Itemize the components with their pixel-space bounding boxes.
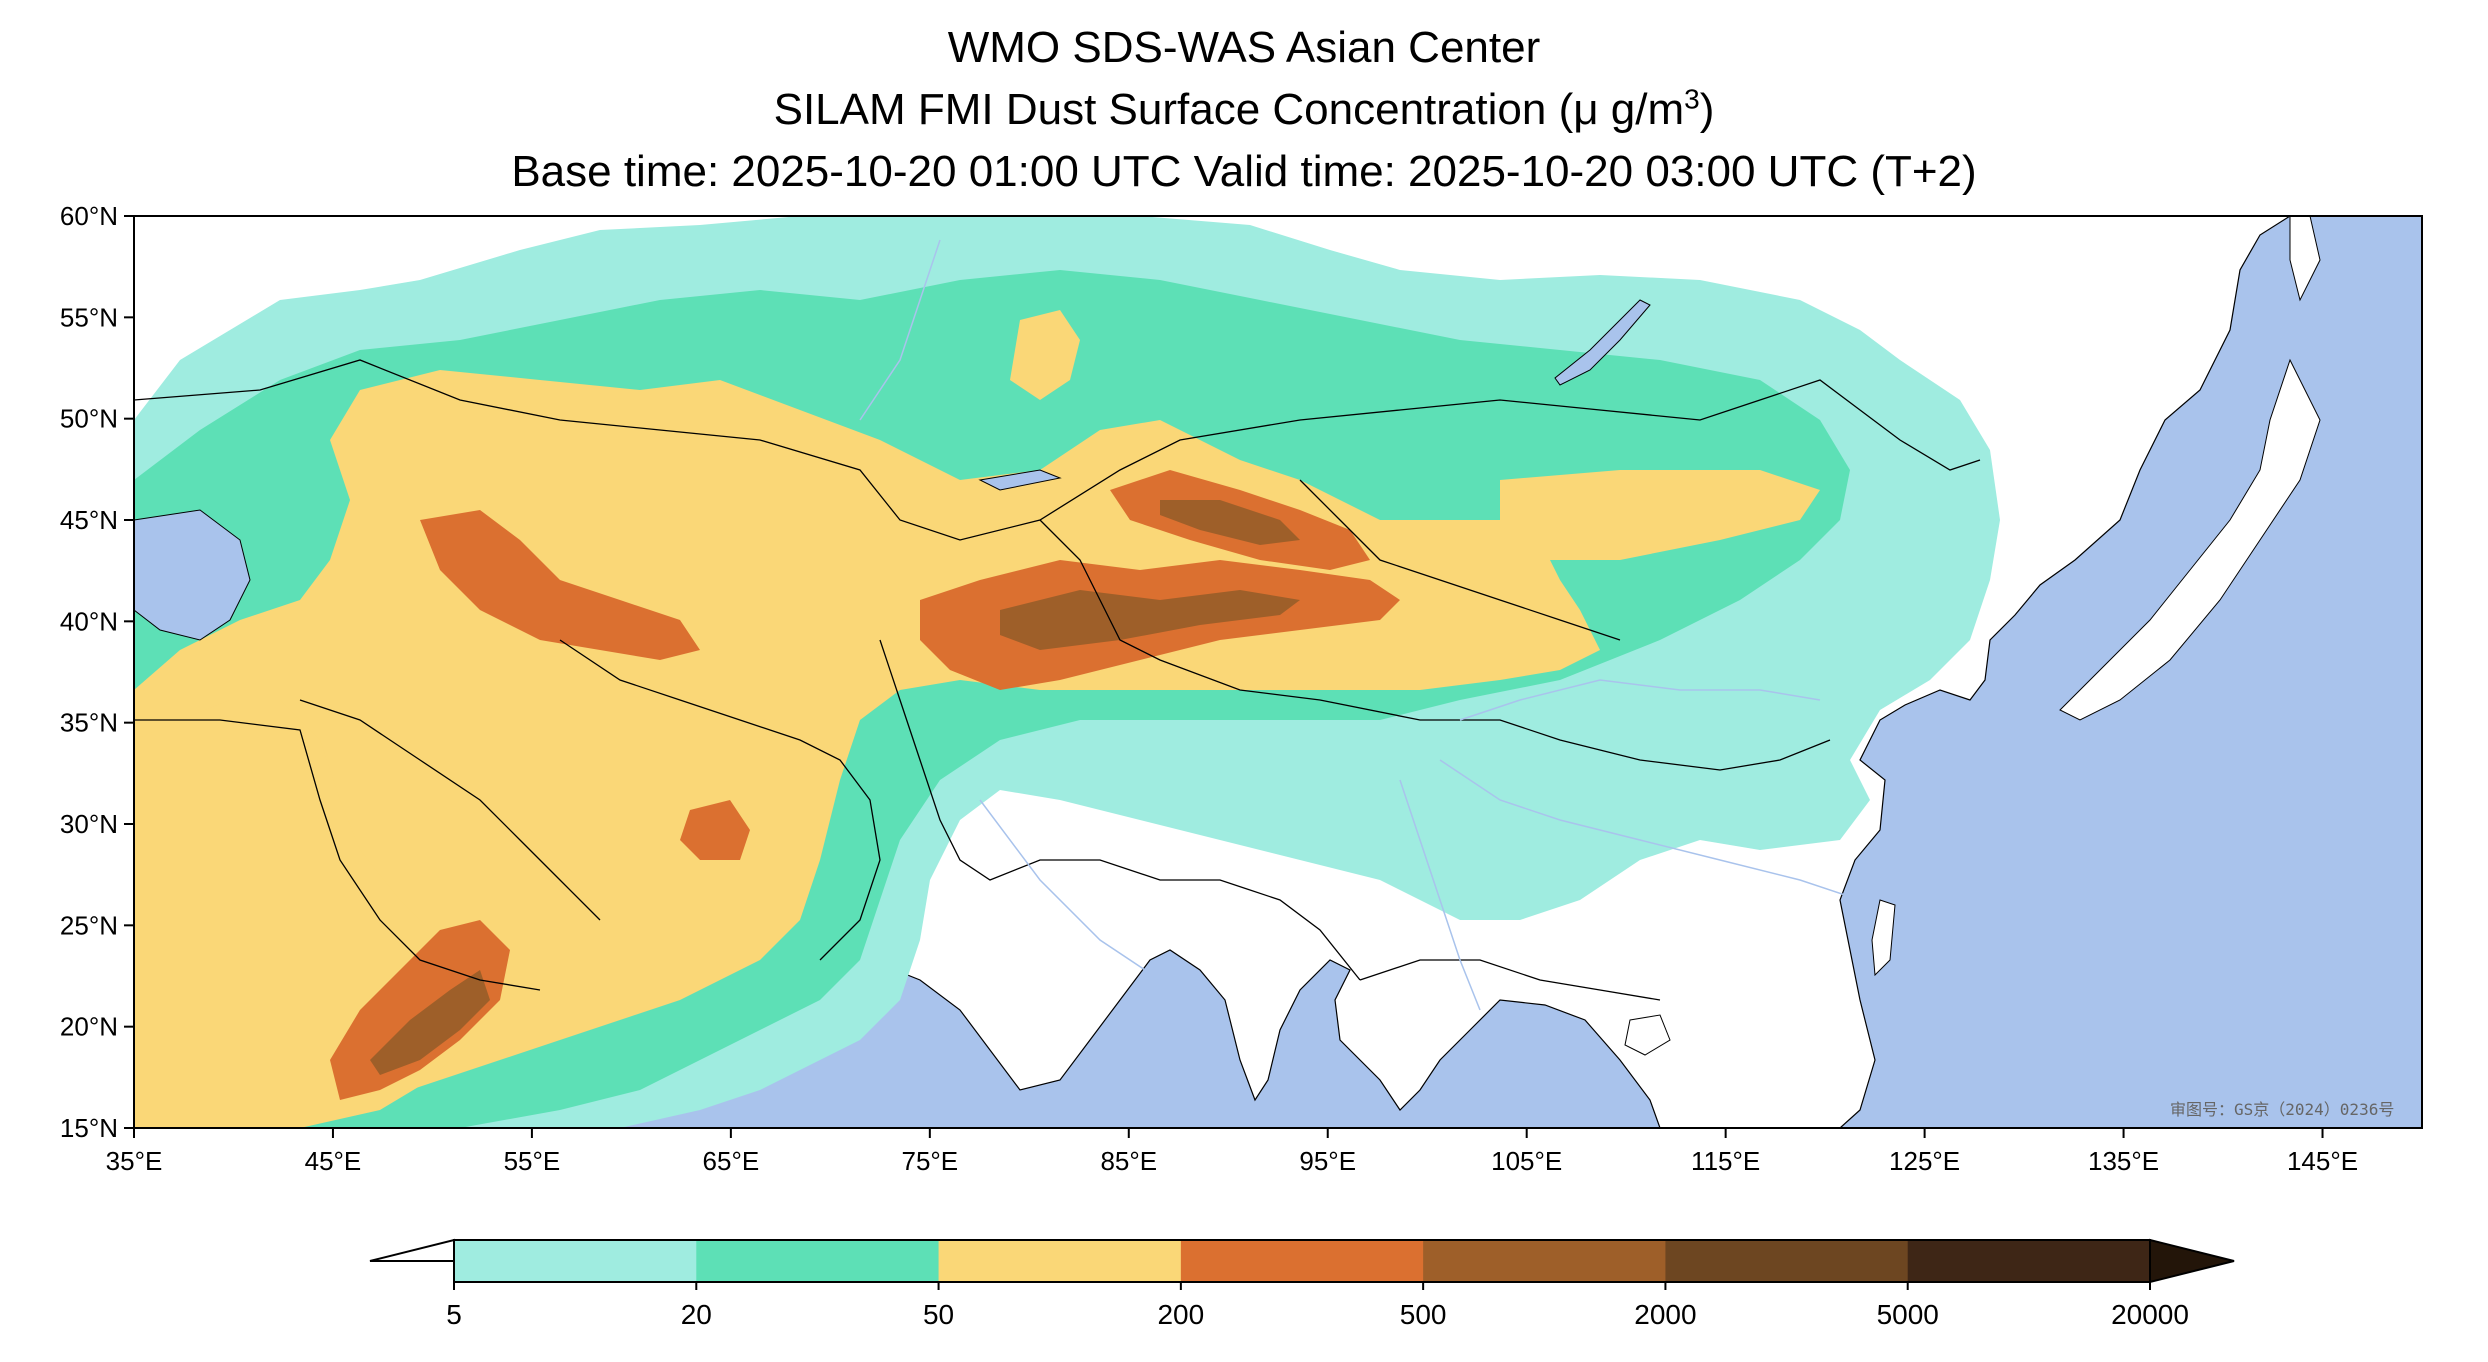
lon-tick-label: 85°E: [1100, 1146, 1157, 1176]
lon-tick-label: 145°E: [2287, 1146, 2358, 1176]
dust-band-200-500-iran: [680, 800, 750, 860]
island-japan: [2059, 358, 2321, 721]
colorbar-segments: [454, 1240, 2151, 1282]
lon-tick-label: 45°E: [305, 1146, 362, 1176]
map-time-line: Base time: 2025-10-20 01:00 UTC Valid ti…: [511, 147, 1977, 196]
lat-tick-label: 40°N: [60, 606, 118, 636]
dust-band-500-2000-taklamakan: [1000, 590, 1300, 650]
lake-balkhash: [978, 469, 1062, 491]
lat-tick-label: 25°N: [60, 910, 118, 940]
colorbar-level-label: 5: [446, 1299, 462, 1330]
country-borders: [134, 359, 1981, 1001]
map-subtitle: SILAM FMI Dust Surface Concentration (μ …: [0, 84, 2488, 136]
colorbar-level-label: 20: [681, 1299, 712, 1330]
dust-band-500-2000-gobi: [1160, 500, 1300, 545]
colorbar-segment: [1907, 1240, 2151, 1282]
colorbar-level-label: 2000: [1634, 1299, 1696, 1330]
longitude-axis: 35°E 45°E 55°E 65°E 75°E 85°E 95°E 105°E 115°E 12…: [106, 1128, 2358, 1176]
lat-tick-label: 15°N: [60, 1113, 118, 1143]
lat-tick-label: 55°N: [60, 302, 118, 332]
lon-tick-label: 105°E: [1491, 1146, 1562, 1176]
subtitle-prefix: SILAM FMI Dust Surface Concentration (: [773, 85, 1574, 134]
colorbar-segment: [1180, 1240, 1424, 1282]
map-frame: [133, 215, 2423, 1129]
lat-tick-label: 30°N: [60, 809, 118, 839]
colorbar-segment: [454, 1240, 697, 1282]
dust-band-200-500-karakum: [420, 510, 700, 660]
subtitle-unit-exponent: 3: [1684, 83, 1700, 115]
lon-tick-label: 55°E: [504, 1146, 561, 1176]
lon-tick-label: 65°E: [703, 1146, 760, 1176]
dust-band-50-200-north: [1010, 310, 1080, 400]
colorbar-segment: [1665, 1240, 1909, 1282]
dust-band-500-2000-arabia: [370, 970, 490, 1075]
lat-tick-label: 50°N: [60, 404, 118, 434]
lon-tick-label: 75°E: [901, 1146, 958, 1176]
latitude-axis: 60°N 55°N 50°N 45°N 40°N 35°N 30°N 25°N 20°N 15°N: [60, 201, 134, 1143]
lon-tick-label: 135°E: [2088, 1146, 2159, 1176]
lon-tick-label: 125°E: [1889, 1146, 1960, 1176]
lon-tick-label: 35°E: [106, 1146, 163, 1176]
colorbar-under-arrow: [369, 1238, 455, 1262]
colorbar-segment: [696, 1240, 940, 1282]
island-taiwan: [1871, 899, 1896, 977]
colorbar-level-label: 200: [1157, 1299, 1204, 1330]
colorbar-level-label: 20000: [2111, 1299, 2189, 1330]
map-approval-stamp: 审图号：GS京（2024）0236号: [2170, 1100, 2394, 1119]
colorbar-segment: [938, 1240, 1182, 1282]
lat-tick-label: 20°N: [60, 1012, 118, 1042]
colorbar-level-label: 50: [923, 1299, 954, 1330]
dust-band-50-200-east: [1500, 470, 1820, 560]
lon-tick-label: 115°E: [1691, 1146, 1760, 1176]
lat-tick-label: 35°N: [60, 708, 118, 738]
lat-tick-label: 60°N: [60, 201, 118, 231]
map-title: WMO SDS-WAS Asian Center: [947, 23, 1541, 72]
subtitle-suffix: ): [1699, 85, 1715, 134]
colorbar-over-arrow: [2149, 1238, 2235, 1284]
subtitle-unit: μ g/m: [1573, 85, 1685, 134]
colorbar-level-label: 5000: [1877, 1299, 1939, 1330]
colorbar: 5 20 50 200 500 2000 5000 20000: [369, 1238, 2235, 1330]
lake-baikal: [1554, 299, 1651, 386]
island-sakhalin: [2289, 216, 2321, 302]
colorbar-labels: 5 20 50 200 500 2000 5000 20000: [446, 1282, 2189, 1330]
caspian-sea: [134, 509, 251, 641]
map-area: 审图号：GS京（2024）0236号: [134, 216, 2422, 1128]
rivers: [859, 239, 1861, 1011]
colorbar-frame: [453, 1239, 2151, 1283]
colorbar-level-label: 500: [1400, 1299, 1447, 1330]
lon-tick-label: 95°E: [1299, 1146, 1356, 1176]
lat-tick-label: 45°N: [60, 505, 118, 535]
island-hainan: [1624, 1014, 1671, 1056]
colorbar-segment: [1423, 1240, 1666, 1282]
